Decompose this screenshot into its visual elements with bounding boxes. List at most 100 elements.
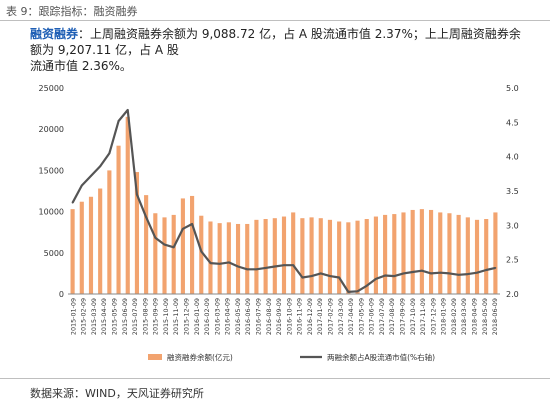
- ratio-point-36: [402, 272, 405, 275]
- x-tick-27: 2017-04-09: [347, 298, 355, 335]
- ratio-point-43: [466, 273, 469, 275]
- bar-6: [125, 116, 130, 294]
- bar-0: [70, 209, 75, 294]
- ratio-point-24: [292, 264, 295, 267]
- y-left-tick-5: 25000: [39, 84, 64, 93]
- summary-text: 融资融券：上周融资融券余额为 9,088.72 亿，占 A 股流通市值 2.37…: [30, 26, 530, 74]
- source-note: 数据来源：WIND，天风证券研究所: [30, 387, 204, 400]
- x-tick-33: 2017-10-09: [409, 298, 417, 335]
- ratio-point-19: [246, 268, 249, 271]
- bar-46: [493, 212, 498, 294]
- bar-2: [88, 196, 94, 294]
- bar-12: [180, 198, 185, 294]
- x-tick-37: 2018-02-09: [450, 298, 458, 335]
- bar-7: [134, 172, 140, 294]
- y-right-tick-1: 2.5: [506, 256, 519, 265]
- x-tick-1: 2015-02-09: [80, 298, 88, 335]
- ratio-point-40: [439, 271, 442, 274]
- ratio-point-28: [329, 275, 331, 278]
- line-series: [71, 108, 497, 293]
- x-tick-6: 2015-07-09: [131, 298, 139, 335]
- x-tick-2: 2015-03-09: [90, 298, 98, 335]
- x-tick-34: 2017-11-09: [419, 298, 427, 335]
- x-tick-15: 2016-04-09: [224, 298, 232, 335]
- x-tick-38: 2018-03-09: [460, 298, 468, 335]
- y-right-tick-5: 4.5: [506, 118, 519, 127]
- legend-bar-label: 融资融券余额(亿元): [167, 352, 233, 362]
- bar-22: [272, 218, 277, 294]
- ratio-point-23: [283, 264, 285, 267]
- x-tick-0: 2015-01-09: [69, 298, 77, 335]
- bar-3: [98, 188, 103, 294]
- bar-40: [438, 212, 443, 294]
- x-tick-11: 2015-12-09: [183, 298, 191, 335]
- ratio-point-17: [227, 261, 230, 264]
- ratio-point-2: [90, 174, 92, 177]
- bar-36: [401, 212, 406, 294]
- bar-19: [245, 223, 250, 294]
- bar-42: [456, 214, 461, 294]
- x-tick-18: 2016-07-09: [255, 298, 263, 335]
- x-tick-9: 2015-10-09: [162, 298, 170, 335]
- bar-13: [190, 195, 195, 294]
- bar-20: [254, 219, 259, 294]
- ratio-point-4: [108, 152, 111, 155]
- margin-trading-chart: 0 5000 10000 15000 20000 25000 2.0 2.5 3.0 3.5 4.0…: [39, 84, 519, 362]
- x-tick-21: 2016-10-09: [285, 298, 293, 335]
- bar-35: [392, 214, 397, 294]
- x-tick-30: 2017-07-09: [378, 298, 386, 335]
- ratio-point-41: [448, 272, 451, 275]
- ratio-point-18: [237, 265, 239, 268]
- x-tick-16: 2016-05-09: [234, 298, 242, 335]
- ratio-point-45: [485, 269, 488, 271]
- ratio-point-42: [457, 273, 460, 276]
- bar-26: [309, 217, 314, 294]
- summary-line2: 流通市值 2.36%。: [30, 59, 132, 73]
- x-tick-4: 2015-05-09: [111, 298, 119, 335]
- x-tick-13: 2016-02-09: [203, 298, 211, 335]
- bar-9: [153, 213, 158, 294]
- x-tick-22: 2016-11-09: [296, 298, 304, 335]
- ratio-point-0: [71, 201, 74, 204]
- bar-43: [465, 217, 470, 294]
- legend-line-label: 两融余额占A股流通市值(%右轴): [327, 352, 435, 362]
- ratio-point-7: [136, 193, 138, 196]
- bar-18: [235, 223, 241, 294]
- ratio-point-10: [163, 243, 166, 246]
- y-left-tick-2: 10000: [39, 208, 64, 217]
- summary-line1: ：上周融资融券余额为 9,088.72 亿，占 A 股流通市值 2.37%；上上…: [30, 27, 521, 57]
- axes: 0 5000 10000 15000 20000 25000 2.0 2.5 3.0 3.5 4.0…: [39, 84, 519, 335]
- ratio-point-33: [375, 277, 377, 280]
- ratio-point-22: [273, 265, 276, 268]
- ratio-point-25: [301, 276, 304, 279]
- ratio-point-38: [420, 269, 423, 272]
- bar-11: [171, 214, 176, 294]
- ratio-point-39: [430, 272, 432, 275]
- ratio-point-16: [218, 262, 221, 265]
- ratio-point-30: [347, 291, 350, 293]
- bar-28: [327, 219, 333, 294]
- ratio-point-6: [126, 109, 129, 111]
- ratio-point-20: [255, 268, 258, 271]
- bar-24: [291, 212, 296, 294]
- bar-31: [355, 220, 360, 294]
- figure-caption: 表 9：跟踪指标：融资融券: [6, 5, 138, 18]
- x-tick-8: 2015-09-09: [152, 298, 160, 335]
- ratio-point-14: [200, 250, 203, 253]
- y-right-tick-0: 2.0: [506, 290, 519, 299]
- bar-33: [373, 216, 378, 294]
- bar-45: [484, 219, 489, 294]
- ratio-point-35: [393, 275, 396, 278]
- x-tick-7: 2015-08-09: [141, 298, 149, 335]
- ratio-point-15: [209, 262, 212, 264]
- legend-bar-swatch: [148, 354, 162, 360]
- bar-25: [300, 218, 305, 294]
- bar-27: [318, 218, 323, 294]
- y-right-tick-4: 4.0: [506, 153, 519, 162]
- x-tick-10: 2015-11-09: [172, 298, 180, 335]
- x-tick-19: 2016-08-09: [265, 298, 273, 335]
- y-right-tick-2: 3.0: [506, 221, 519, 230]
- bar-17: [226, 222, 231, 294]
- bar-16: [217, 223, 222, 294]
- bottom-divider: [0, 378, 550, 379]
